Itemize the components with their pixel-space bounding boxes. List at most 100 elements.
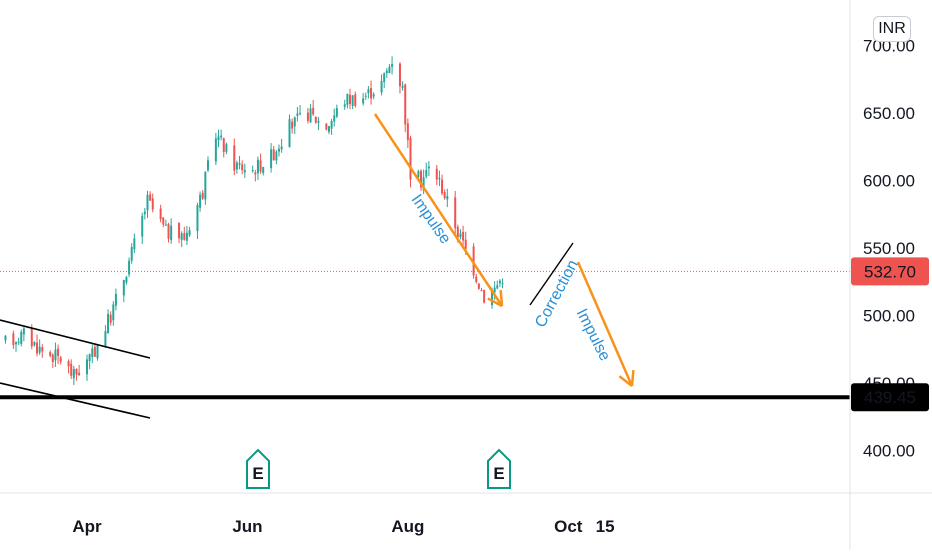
candle-body <box>141 216 144 237</box>
candle-body <box>372 94 375 97</box>
earnings-letter: E <box>493 464 504 483</box>
candle <box>325 123 328 131</box>
candle <box>333 108 336 127</box>
candle-body <box>4 335 7 341</box>
candle-body <box>404 84 407 125</box>
candle <box>299 105 302 116</box>
candle-body <box>327 126 330 132</box>
candle <box>178 221 181 244</box>
candle-body <box>180 233 183 240</box>
candle <box>159 204 162 223</box>
candle-body <box>272 149 275 161</box>
candle <box>251 165 254 173</box>
candle <box>462 225 465 247</box>
candle <box>262 166 265 176</box>
price-axis-tick-label: 550.00 <box>863 239 915 258</box>
time-axis-tick-label: 15 <box>596 517 615 536</box>
earnings-marker[interactable]: E <box>246 448 270 489</box>
candle-body <box>438 177 441 180</box>
candle <box>270 143 273 173</box>
candle-body <box>233 145 236 171</box>
currency-badge[interactable]: INR <box>873 16 911 42</box>
candle-body <box>441 179 444 194</box>
candle <box>367 86 370 99</box>
time-axis[interactable]: Apr Jun Aug Oct 15 <box>72 517 614 536</box>
candle <box>72 365 75 385</box>
candle-body <box>335 107 338 117</box>
candle <box>12 330 15 349</box>
candle-body <box>446 196 449 200</box>
candle-body <box>456 227 459 238</box>
candle-body <box>346 93 349 105</box>
candle-body <box>220 135 223 138</box>
candle-body <box>114 293 117 306</box>
candle-body <box>293 117 296 127</box>
candle <box>114 288 117 311</box>
candle-body <box>259 160 262 172</box>
candle <box>146 190 149 218</box>
candle-body <box>122 280 125 296</box>
candle-body <box>314 116 317 123</box>
candle-body <box>306 112 309 121</box>
candle <box>435 165 438 186</box>
candle-body <box>296 113 299 116</box>
candle-body <box>462 232 465 241</box>
candle <box>380 74 383 96</box>
candle-body <box>351 95 354 106</box>
last-price-label: 532.70 <box>851 257 929 286</box>
channel-upper-line <box>0 319 151 359</box>
candle <box>14 341 17 352</box>
candle <box>280 138 283 153</box>
candle-body <box>388 66 391 73</box>
candle-body <box>275 151 278 161</box>
candle-body <box>391 64 394 67</box>
price-axis[interactable]: 400.00450.00500.00550.00600.00650.00700.… <box>851 37 929 461</box>
candle <box>443 189 446 200</box>
candle <box>498 279 501 287</box>
candle <box>293 116 296 135</box>
earnings-marker[interactable]: E <box>487 448 511 489</box>
candle-body <box>330 121 333 129</box>
candle-body <box>88 354 91 362</box>
candle-body <box>178 223 181 239</box>
candle <box>496 280 499 290</box>
candle-body <box>164 224 167 226</box>
candle <box>49 350 52 358</box>
candle <box>33 341 36 347</box>
candle-body <box>151 198 154 210</box>
candle <box>167 222 170 243</box>
candle-body <box>22 328 25 335</box>
candle <box>438 170 441 187</box>
candle-body <box>41 347 44 352</box>
candle-body <box>480 290 483 292</box>
arrow-head <box>499 289 504 307</box>
candle <box>420 169 423 191</box>
candle-body <box>380 81 383 93</box>
candle-body <box>288 119 291 148</box>
annotation-correction: Correction <box>532 257 582 330</box>
candle-body <box>299 112 302 114</box>
candle-body <box>491 289 494 306</box>
candle <box>241 160 244 175</box>
candle-body <box>33 341 36 346</box>
candle <box>86 354 88 381</box>
candle-body <box>422 177 425 190</box>
candle-body <box>14 342 17 345</box>
candle-body <box>243 169 246 173</box>
candle <box>196 202 199 240</box>
candle <box>88 353 91 370</box>
candle <box>151 193 154 213</box>
candle <box>309 104 312 124</box>
earnings-badge <box>246 448 270 489</box>
candle <box>306 107 309 124</box>
candle <box>446 188 449 208</box>
candle-body <box>270 149 273 169</box>
earnings-letter: E <box>252 464 263 483</box>
candle <box>427 161 430 177</box>
candle-body <box>417 171 420 178</box>
candle <box>67 359 70 374</box>
candle <box>143 207 146 220</box>
candle-body <box>325 123 328 130</box>
